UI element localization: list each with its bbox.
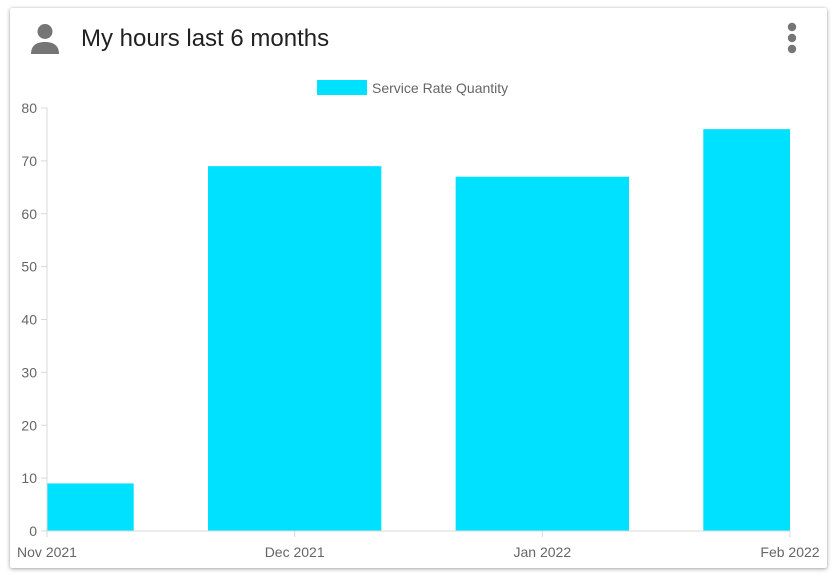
bar-feb-2022[interactable] (703, 129, 790, 531)
more-vert-icon[interactable] (780, 22, 804, 56)
bar-nov-2021[interactable] (47, 483, 134, 531)
card-title: My hours last 6 months (81, 25, 330, 52)
bar-dec-2021[interactable] (207, 166, 382, 531)
legend-swatch (317, 80, 367, 96)
legend-label: Service Rate Quantity (372, 79, 509, 96)
legend-item[interactable]: Service Rate Quantity (317, 79, 508, 97)
card-header: My hours last 6 months (10, 8, 827, 72)
hours-card: My hours last 6 months (10, 8, 827, 568)
bar-jan-2022[interactable] (455, 176, 630, 532)
person-icon (31, 24, 59, 54)
